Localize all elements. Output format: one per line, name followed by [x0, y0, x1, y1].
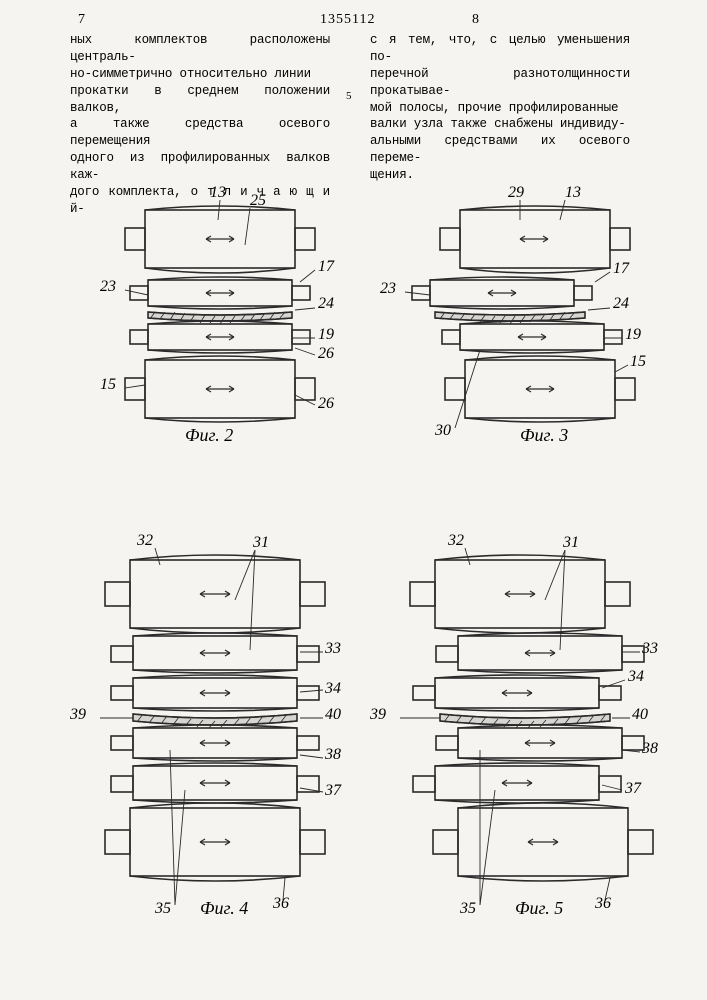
- ref-39: 39: [70, 706, 86, 724]
- text-column-right: с я тем, что, с целью уменьшения по-пере…: [370, 32, 630, 184]
- fig3-caption: Фиг. 3: [520, 425, 568, 446]
- ref-35: 35: [460, 900, 476, 918]
- ref-38: 38: [642, 740, 658, 758]
- ref-26b: 26: [318, 395, 334, 413]
- ref-37: 37: [325, 782, 341, 800]
- figure-4-svg: [55, 540, 365, 940]
- ref-13: 13: [210, 184, 226, 202]
- figure-5-svg: [380, 540, 680, 940]
- ref-33: 33: [642, 640, 658, 658]
- ref-40: 40: [325, 706, 341, 724]
- page: 7 1355112 8 ных комплектов расположены ц…: [0, 0, 707, 1000]
- figure-4: 32 31 33 34 39 40 38 37 35 36 Фиг. 4: [55, 540, 365, 940]
- ref-15: 15: [100, 376, 116, 394]
- ref-26a: 26: [318, 345, 334, 363]
- ref-33: 33: [325, 640, 341, 658]
- document-number: 1355112: [320, 12, 375, 28]
- ref-36: 36: [273, 895, 289, 913]
- ref-30: 30: [435, 422, 451, 440]
- line-marker: 5: [346, 90, 352, 102]
- ref-25: 25: [250, 192, 266, 210]
- figure-3-svg: [370, 190, 650, 440]
- ref-32: 32: [448, 532, 464, 550]
- fig4-caption: Фиг. 4: [200, 898, 248, 919]
- ref-29: 29: [508, 184, 524, 202]
- fig2-caption: Фиг. 2: [185, 425, 233, 446]
- ref-19: 19: [318, 326, 334, 344]
- ref-34: 34: [628, 668, 644, 686]
- ref-17: 17: [613, 260, 629, 278]
- ref-36: 36: [595, 895, 611, 913]
- figure-5: 32 31 33 34 39 40 38 37 35 36 Фиг. 5: [380, 540, 680, 940]
- ref-38: 38: [325, 746, 341, 764]
- figure-2: 13 25 23 17 24 19 15 26 26 Фиг. 2: [70, 190, 350, 440]
- ref-23: 23: [380, 280, 396, 298]
- ref-39: 39: [370, 706, 386, 724]
- ref-31: 31: [563, 534, 579, 552]
- ref-32: 32: [137, 532, 153, 550]
- ref-13: 13: [565, 184, 581, 202]
- ref-40: 40: [632, 706, 648, 724]
- ref-19: 19: [625, 326, 641, 344]
- col-number-left: 7: [78, 12, 85, 28]
- ref-17: 17: [318, 258, 334, 276]
- ref-24: 24: [613, 295, 629, 313]
- figure-2-svg: [70, 190, 350, 440]
- ref-31: 31: [253, 534, 269, 552]
- ref-37: 37: [625, 780, 641, 798]
- fig5-caption: Фиг. 5: [515, 898, 563, 919]
- ref-34: 34: [325, 680, 341, 698]
- figure-3: 29 13 23 17 24 19 15 30 Фиг. 3: [370, 190, 650, 440]
- ref-24: 24: [318, 295, 334, 313]
- col-number-right: 8: [472, 12, 479, 28]
- ref-15: 15: [630, 353, 646, 371]
- ref-23: 23: [100, 278, 116, 296]
- ref-35: 35: [155, 900, 171, 918]
